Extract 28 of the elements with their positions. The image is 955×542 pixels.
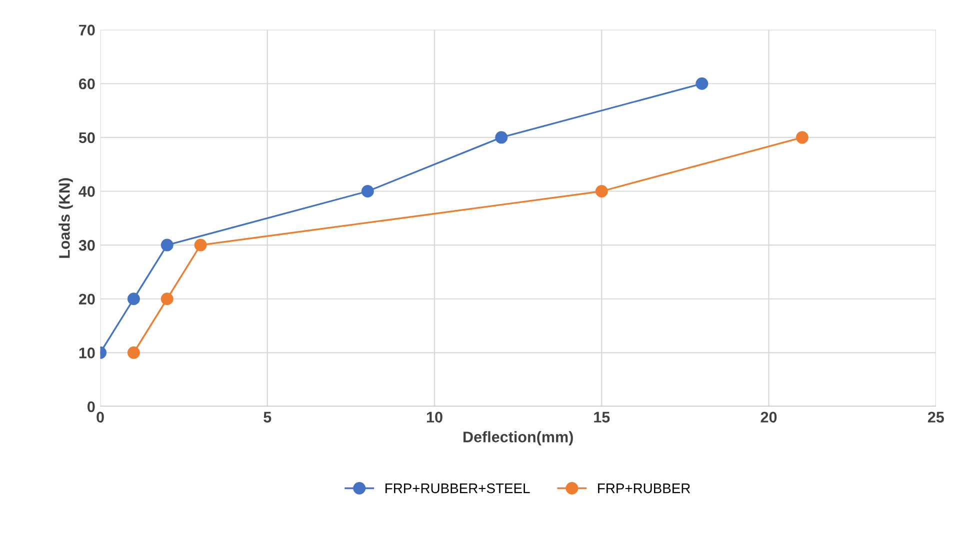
x-tick-label: 5 — [264, 412, 272, 423]
point — [796, 131, 808, 144]
point — [127, 346, 140, 359]
x-tick-label: 10 — [426, 412, 442, 423]
point — [495, 131, 508, 144]
y-tick-label: 30 — [78, 240, 95, 251]
y-tick-label: 50 — [78, 132, 95, 144]
point — [595, 185, 608, 198]
y-tick-label: 60 — [78, 78, 95, 90]
point — [127, 292, 140, 306]
point — [696, 77, 708, 90]
y-tick-label: 20 — [78, 294, 95, 305]
point — [194, 238, 207, 252]
x-tick-label: 0 — [96, 412, 104, 423]
x-tick-label: 15 — [594, 412, 610, 423]
point — [160, 292, 174, 306]
y-axis-title: Loads (KN) — [58, 178, 73, 258]
point — [361, 185, 374, 198]
x-tick-label: 25 — [928, 412, 944, 423]
y-tick-label: 40 — [78, 186, 95, 197]
y-tick-label: 0 — [88, 401, 95, 412]
y-tick-label: 70 — [79, 24, 95, 36]
legend-label: FRP+RUBBER — [598, 484, 690, 494]
point — [160, 238, 174, 252]
y-tick-label: 10 — [79, 348, 95, 358]
legend-label: FRP+RUBBER+STEEL — [386, 483, 530, 494]
x-tick-label: 20 — [760, 412, 777, 423]
x-axis-title: Deflection(mm) — [464, 431, 573, 446]
